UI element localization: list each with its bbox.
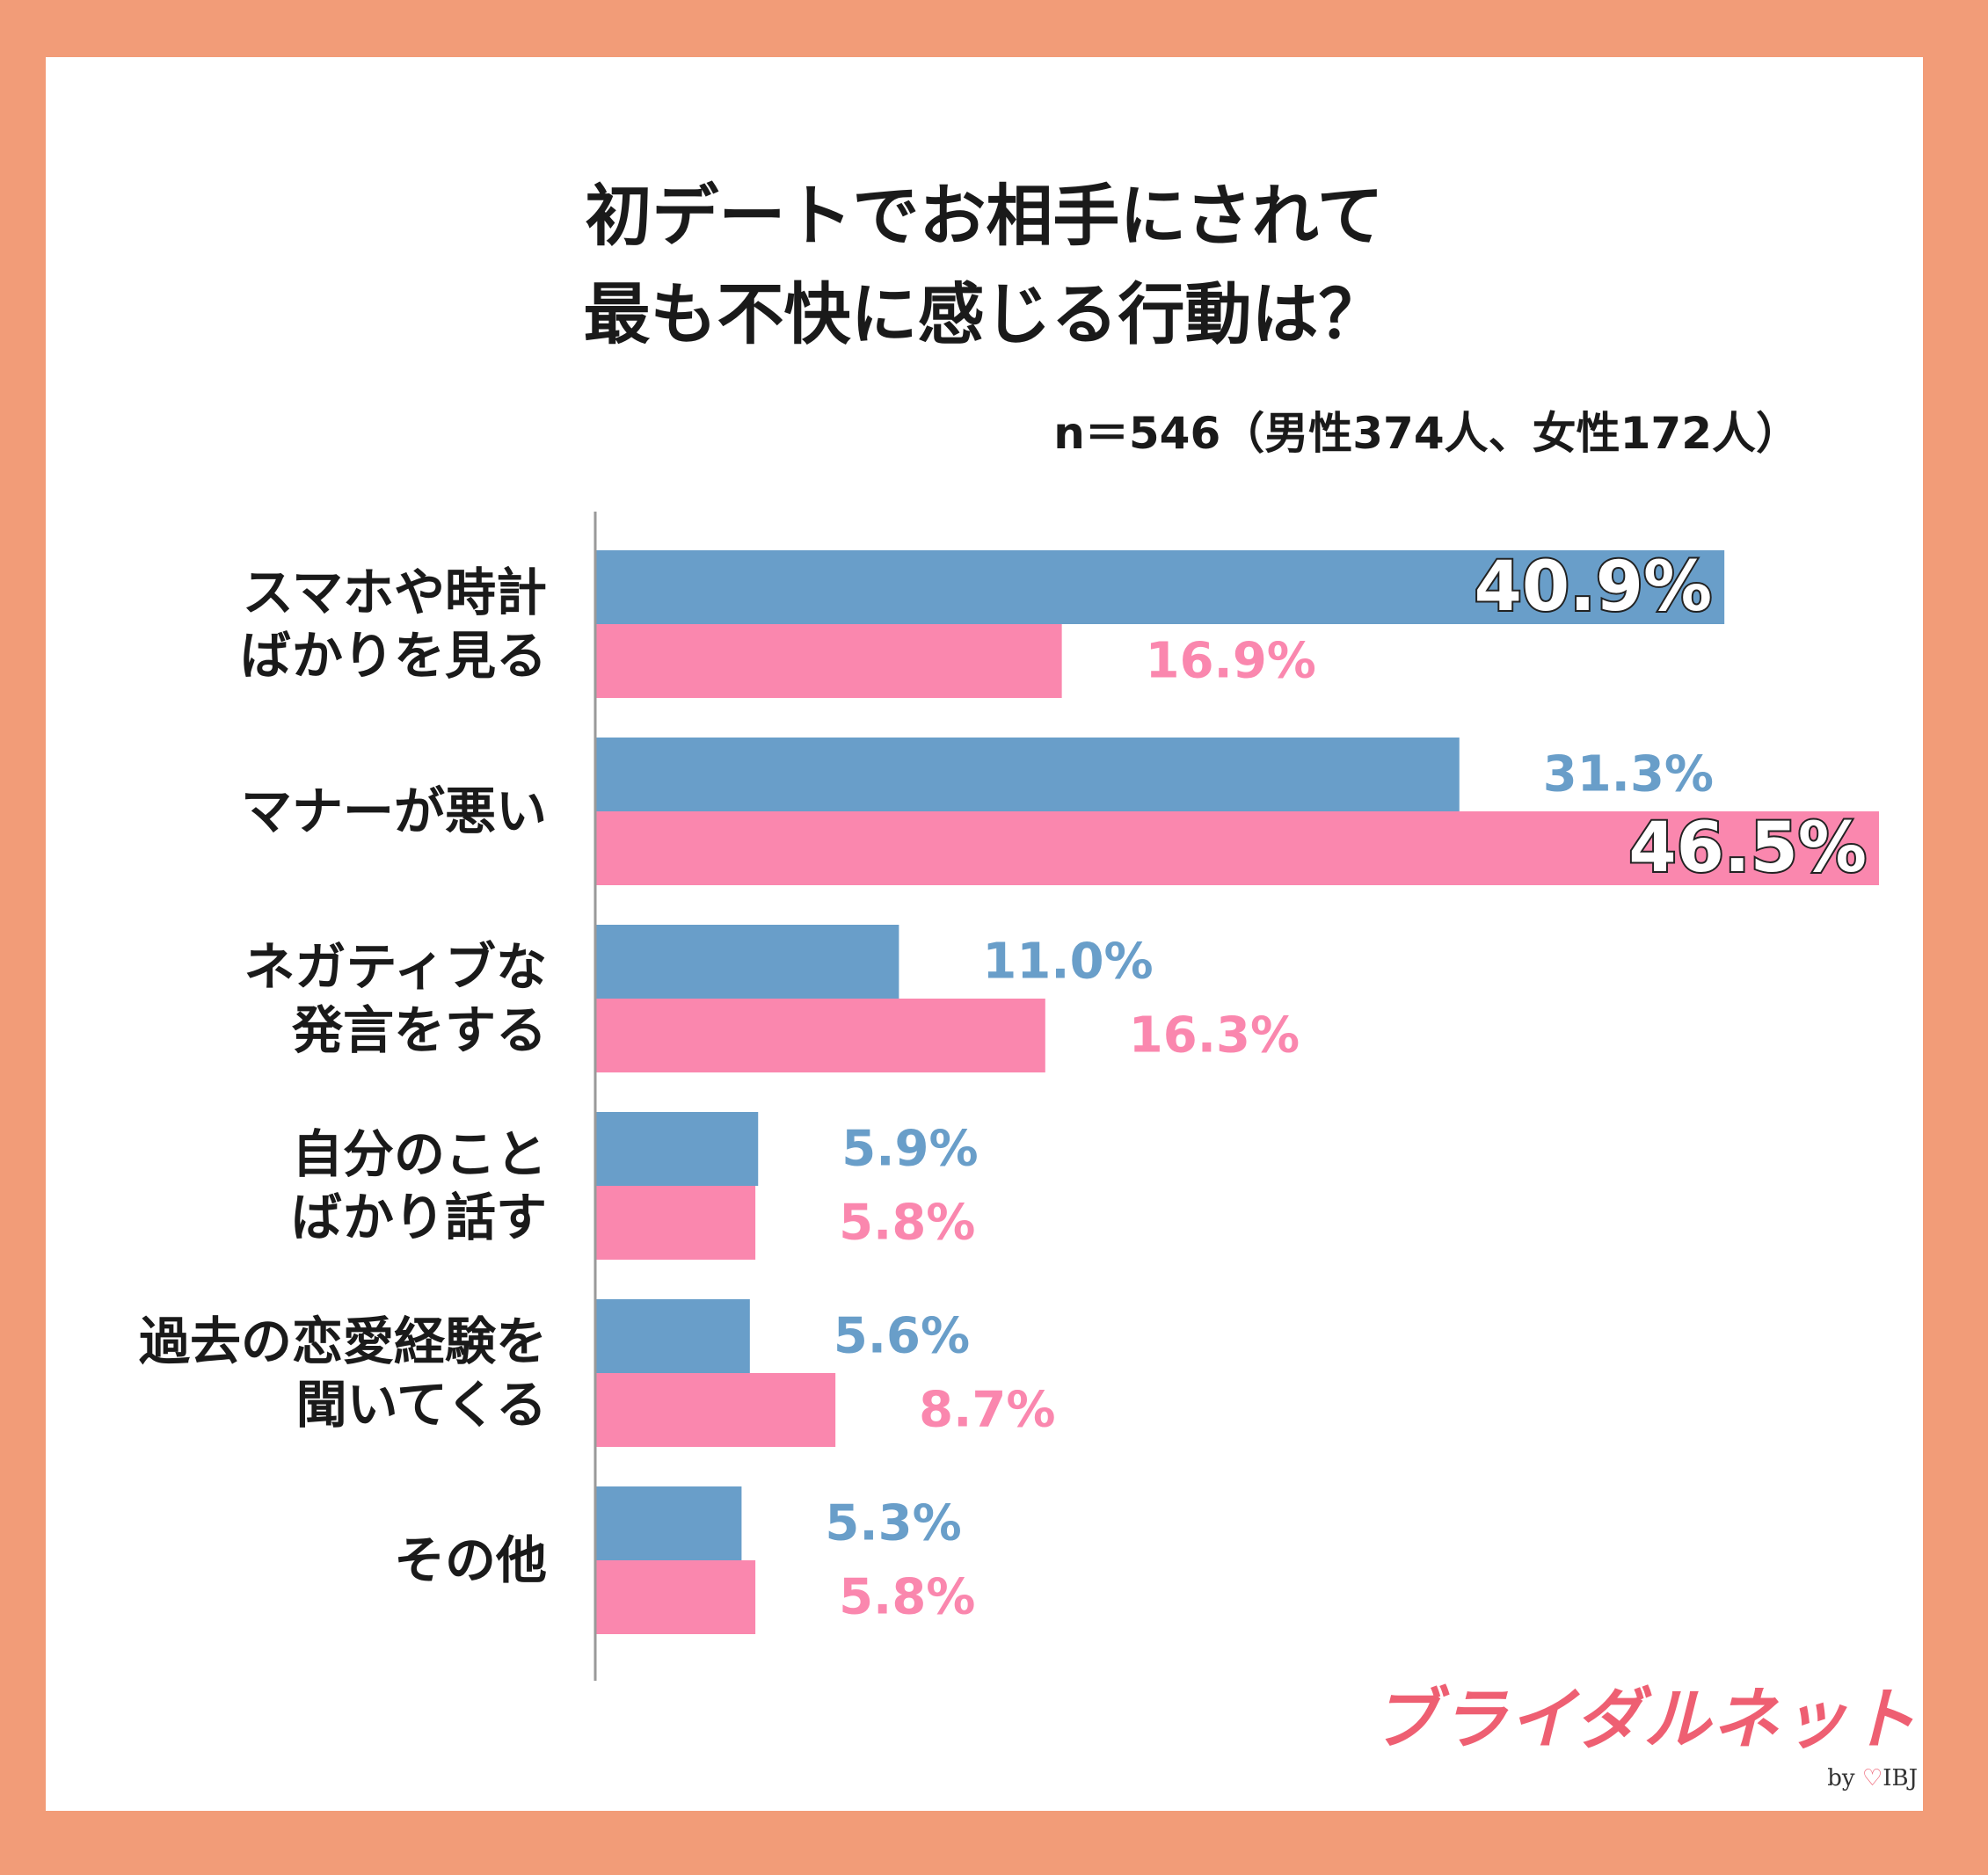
value-label-pink-0: 16.9%	[1146, 633, 1316, 690]
bar-blue-0	[595, 550, 1725, 624]
category-label-2-line-1: 発言をする	[292, 1000, 547, 1060]
bars-group	[595, 550, 1879, 1634]
logo-by: by	[1827, 1765, 1855, 1791]
bar-blue-4	[595, 1299, 750, 1373]
bar-blue-3	[595, 1112, 759, 1186]
category-label-0-line-1: ばかりを見る	[240, 626, 547, 686]
bar-pink-5	[595, 1560, 756, 1634]
value-label-pink-3: 5.8%	[839, 1195, 975, 1252]
heart-icon: ♡	[1861, 1765, 1883, 1791]
title-line-1: 初デートでお相手にされて	[585, 177, 1384, 255]
brand-logo: ブライダルネット by ♡IBJ	[1372, 1665, 1918, 1791]
bar-pink-4	[595, 1373, 836, 1447]
bar-pink-0	[595, 624, 1062, 698]
category-label-4-line-0: 過去の恋愛経験を	[139, 1312, 547, 1371]
value-label-blue-3: 5.9%	[841, 1121, 978, 1178]
category-label-2-line-0: ネガティブな	[244, 937, 547, 997]
title-line-2: 最も不快に感じる行動は？	[583, 275, 1386, 353]
category-label-3-line-1: ばかり話す	[291, 1188, 547, 1247]
value-label-blue-1: 31.3%	[1543, 746, 1714, 803]
logo-byline: by ♡IBJ	[1372, 1765, 1918, 1791]
logo-wordmark: ブライダルネット	[1372, 1680, 1918, 1758]
logo-ibj: IBJ	[1882, 1765, 1918, 1791]
value-labels-group: 40.9% 16.9% 31.3% 46.5% 11.0% 16.3% 5.9% 5.8% 5.…	[825, 546, 1868, 1626]
chart-card: 初デートでお相手にされて 最も不快に感じる行動は？ n＝546（男性374人、女…	[46, 57, 1923, 1811]
value-label-blue-2: 11.0%	[982, 934, 1153, 991]
value-label-blue-4: 5.6%	[834, 1308, 970, 1365]
bar-blue-5	[595, 1486, 742, 1560]
category-label-3-line-0: 自分のこと	[292, 1124, 547, 1184]
bar-pink-1	[595, 811, 1879, 885]
category-label-1-line-0: マナーが悪い	[241, 781, 547, 841]
value-label-pink-4: 8.7%	[919, 1382, 1055, 1439]
value-label-blue-5: 5.3%	[825, 1495, 961, 1552]
category-label-4-line-1: 聞いてくる	[296, 1375, 547, 1435]
sample-size-note: n＝546（男性374人、女性172人）	[1053, 408, 1800, 459]
value-label-blue-0: 40.9%	[1475, 548, 1713, 627]
value-label-pink-1: 46.5%	[1628, 809, 1867, 888]
category-labels-group: スマホや時計ばかりを見るマナーが悪いネガティブな発言をする自分のことばかり話す過…	[139, 563, 547, 1590]
chart-title: 初デートでお相手にされて 最も不快に感じる行動は？	[46, 167, 1923, 364]
category-label-5-line-0: その他	[394, 1530, 547, 1590]
value-label-pink-5: 5.8%	[839, 1569, 975, 1626]
bar-pink-2	[595, 999, 1045, 1072]
value-label-pink-2: 16.3%	[1129, 1007, 1300, 1065]
bar-pink-3	[595, 1186, 756, 1260]
bar-blue-1	[595, 738, 1460, 811]
bar-blue-2	[595, 925, 899, 999]
category-label-0-line-0: スマホや時計	[243, 563, 547, 622]
